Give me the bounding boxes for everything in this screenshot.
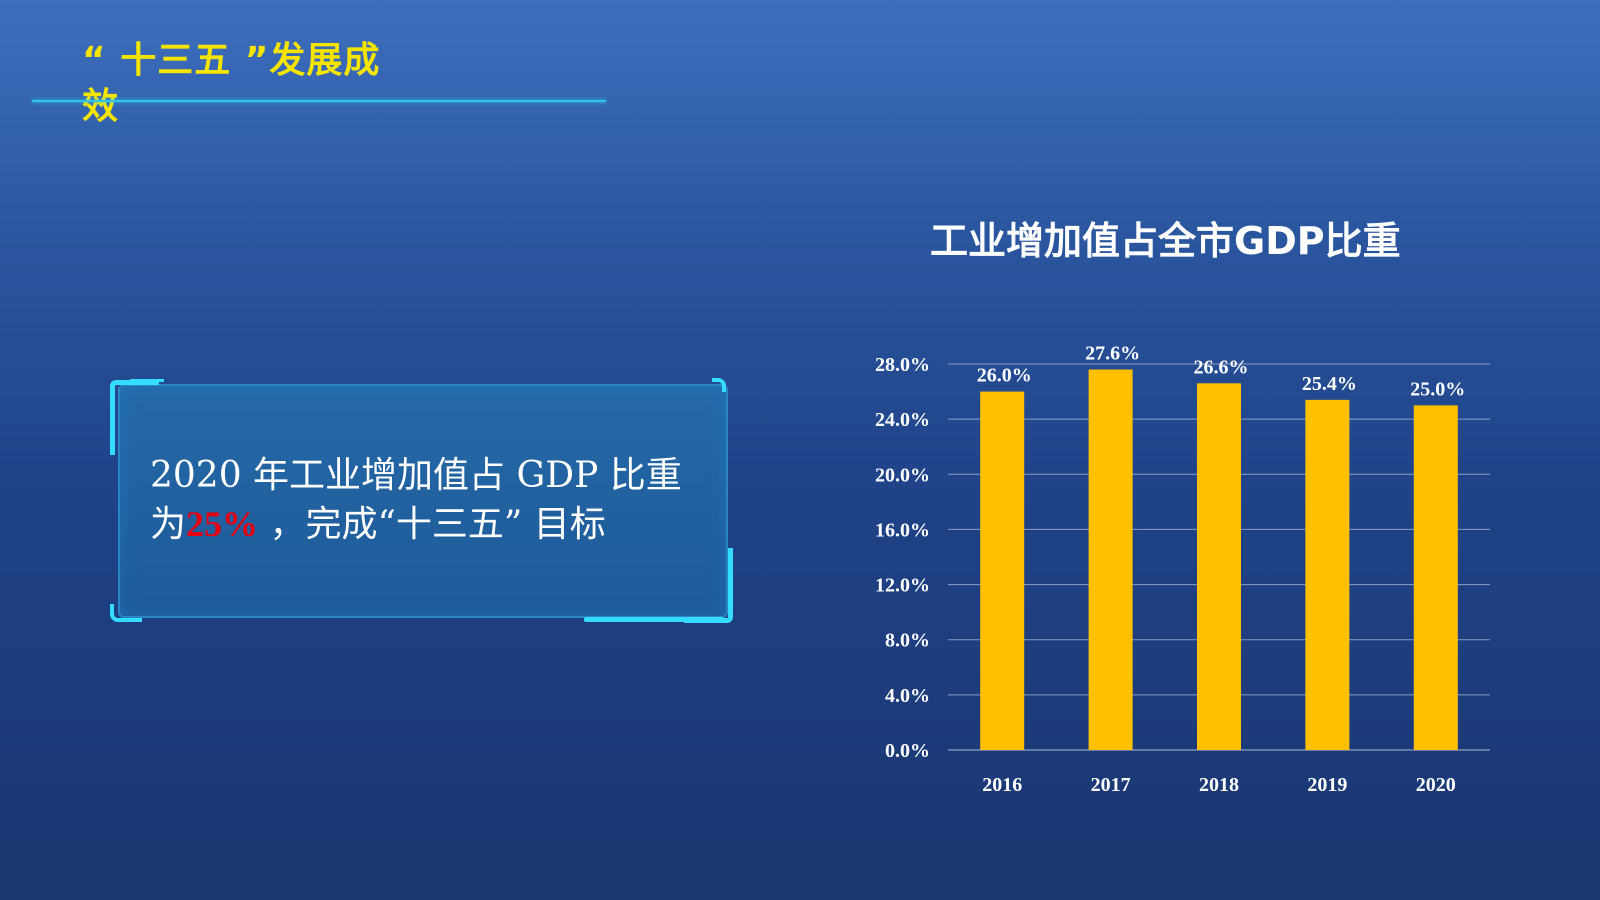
title-underline — [32, 100, 606, 102]
callout-glow-top — [130, 379, 164, 382]
y-tick-label: 16.0% — [875, 519, 930, 541]
y-tick-label: 8.0% — [885, 630, 930, 652]
slide-title: “ 十三五 ”发展成效 — [82, 40, 381, 127]
y-tick-label: 4.0% — [885, 685, 930, 707]
x-tick-label: 2017 — [1091, 774, 1131, 796]
y-tick-label: 24.0% — [875, 409, 930, 431]
bar — [1305, 399, 1350, 750]
y-tick-label: 20.0% — [875, 464, 930, 486]
callout-corner-bottom-left — [110, 604, 142, 622]
data-label: 27.6% — [1085, 343, 1140, 365]
chart-title: 工业增加值占全市GDP比重 — [930, 219, 1401, 263]
callout-text: 2020 年工业增加值占 GDP 比重为25% ，完成“十三五” 目标 — [150, 452, 710, 549]
callout-text-before: 2020 年工业增加值占 GDP 比重为 — [150, 455, 682, 545]
x-tick-label: 2020 — [1416, 774, 1456, 796]
data-label: 25.0% — [1410, 378, 1465, 400]
y-tick-label: 12.0% — [875, 575, 930, 597]
bar — [980, 391, 1025, 750]
data-label: 26.0% — [977, 365, 1032, 387]
callout-corner-top-right — [712, 378, 726, 392]
data-label: 25.4% — [1302, 373, 1357, 395]
data-label: 26.6% — [1194, 356, 1249, 378]
bar — [1197, 383, 1241, 750]
callout-highlight-value: 25% — [186, 504, 259, 544]
bar — [1088, 369, 1133, 750]
bar — [1413, 405, 1458, 750]
x-tick-label: 2019 — [1307, 774, 1347, 796]
x-tick-label: 2016 — [982, 774, 1022, 796]
callout-glow-bottom — [584, 617, 724, 622]
y-tick-label: 28.0% — [875, 354, 930, 376]
callout-corner-top-left — [110, 380, 159, 455]
x-tick-label: 2018 — [1199, 774, 1239, 796]
callout-box — [118, 384, 728, 618]
callout-text-after: ，完成“十三五” 目标 — [258, 504, 606, 545]
y-tick-label: 0.0% — [885, 740, 930, 762]
